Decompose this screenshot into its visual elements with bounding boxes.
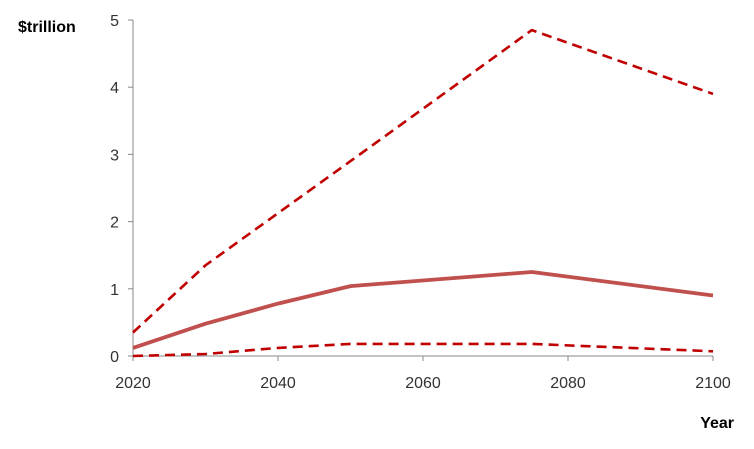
- x-tick-label: 2080: [550, 375, 586, 392]
- y-axis-title: $trillion: [18, 19, 76, 36]
- x-tick-label: 2060: [405, 375, 441, 392]
- series-line-2: [132, 270, 714, 350]
- y-tick-label: 5: [110, 13, 119, 30]
- y-tick-label: 2: [110, 215, 119, 232]
- x-tick-label: 2020: [115, 375, 151, 392]
- y-tick-label: 4: [110, 80, 119, 97]
- x-axis-ticks: 2020 2040 2060 2080 2100: [115, 356, 731, 392]
- x-tick-label: 2040: [260, 375, 296, 392]
- x-tick-label: 2100: [695, 375, 731, 392]
- series-line-3: [132, 342, 714, 358]
- series-layer: [132, 28, 714, 358]
- y-tick-label: 0: [110, 349, 119, 366]
- y-tick-label: 3: [110, 147, 119, 164]
- y-axis-ticks: 0 1 2 3 4 5: [110, 13, 133, 366]
- series-line-1: [132, 28, 714, 334]
- y-tick-label: 1: [110, 282, 119, 299]
- x-axis-title: Year: [700, 415, 734, 432]
